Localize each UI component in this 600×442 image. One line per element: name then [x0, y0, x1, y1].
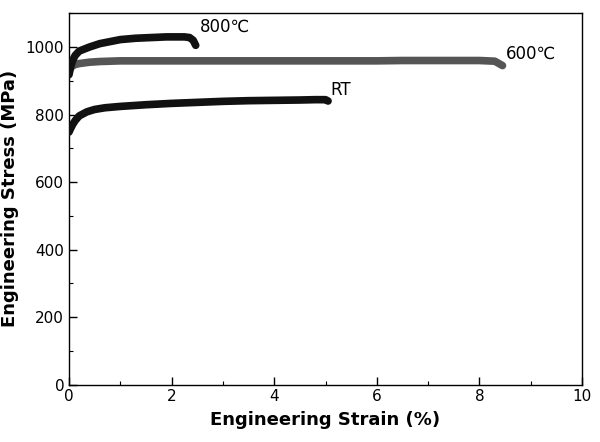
Text: 600℃: 600℃	[506, 45, 556, 63]
Text: RT: RT	[331, 81, 351, 99]
Text: 800℃: 800℃	[200, 18, 250, 36]
X-axis label: Engineering Strain (%): Engineering Strain (%)	[211, 412, 440, 429]
Y-axis label: Engineering Stress (MPa): Engineering Stress (MPa)	[1, 70, 19, 328]
